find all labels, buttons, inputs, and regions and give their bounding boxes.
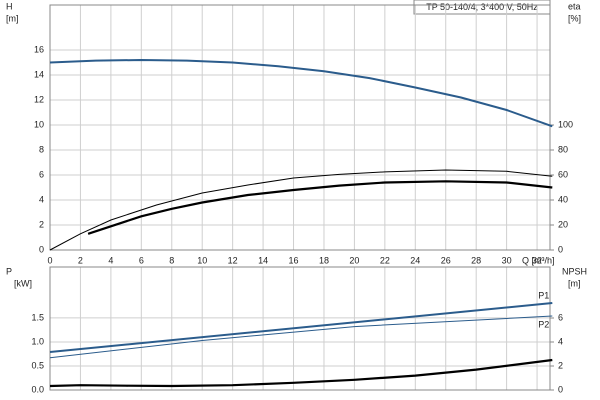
x-tick-label: 8 bbox=[169, 255, 174, 265]
curve bbox=[49, 315, 553, 359]
y2-unit: [m] bbox=[568, 278, 581, 288]
curve bbox=[49, 302, 553, 353]
x-tick-label: 16 bbox=[289, 255, 299, 265]
x-tick-label: 32 bbox=[532, 255, 542, 265]
y-label: P bbox=[6, 266, 12, 276]
y2-tick-label: 4 bbox=[558, 336, 563, 346]
curve bbox=[49, 169, 553, 251]
plot-frame bbox=[49, 4, 551, 251]
plot-frame bbox=[49, 266, 551, 391]
y-tick-label: 0.5 bbox=[31, 360, 44, 370]
y-tick-label: 0.0 bbox=[31, 384, 44, 394]
series-label: P1 bbox=[538, 290, 549, 300]
x-tick-label: 6 bbox=[139, 255, 144, 265]
x-tick-label: 2 bbox=[78, 255, 83, 265]
x-tick-label: 22 bbox=[380, 255, 390, 265]
y2-label: eta bbox=[568, 1, 581, 11]
x-label: Q [m³/h] bbox=[522, 255, 555, 265]
y2-unit: [%] bbox=[568, 13, 581, 23]
y-tick-label: 1.5 bbox=[31, 312, 44, 322]
curve bbox=[87, 180, 553, 235]
x-tick-label: 0 bbox=[47, 255, 52, 265]
y-label: H bbox=[6, 1, 13, 11]
y2-tick-label: 40 bbox=[558, 194, 568, 204]
x-tick-label: 18 bbox=[319, 255, 329, 265]
x-tick-label: 24 bbox=[410, 255, 420, 265]
y2-tick-label: 0 bbox=[558, 244, 563, 254]
curve bbox=[49, 358, 553, 388]
x-tick-label: 30 bbox=[502, 255, 512, 265]
y-tick-label: 16 bbox=[34, 44, 44, 54]
x-tick-label: 12 bbox=[228, 255, 238, 265]
curve bbox=[49, 58, 553, 128]
y-unit: [m] bbox=[6, 13, 19, 23]
x-tick-label: 4 bbox=[108, 255, 113, 265]
y-tick-label: 2 bbox=[39, 219, 44, 229]
x-tick-label: 10 bbox=[197, 255, 207, 265]
y-tick-label: 4 bbox=[39, 194, 44, 204]
x-tick-label: 26 bbox=[441, 255, 451, 265]
y2-tick-label: 20 bbox=[558, 219, 568, 229]
y-tick-label: 6 bbox=[39, 169, 44, 179]
y2-tick-label: 100 bbox=[558, 119, 573, 129]
y2-tick-label: 0 bbox=[558, 384, 563, 394]
x-tick-label: 28 bbox=[471, 255, 481, 265]
y2-tick-label: 2 bbox=[558, 360, 563, 370]
series-label: P2 bbox=[538, 319, 549, 329]
y2-label: NPSH bbox=[562, 266, 587, 276]
y-unit: [kW] bbox=[14, 278, 32, 288]
x-tick-label: 20 bbox=[349, 255, 359, 265]
y-tick-label: 12 bbox=[34, 94, 44, 104]
x-tick-label: 14 bbox=[258, 255, 268, 265]
y-tick-label: 10 bbox=[34, 119, 44, 129]
y-tick-label: 14 bbox=[34, 69, 44, 79]
chart-title: TP 50-140/4, 3*400 V, 50Hz bbox=[426, 2, 538, 12]
y-tick-label: 0 bbox=[39, 244, 44, 254]
y2-tick-label: 80 bbox=[558, 144, 568, 154]
y-tick-label: 1.0 bbox=[31, 336, 44, 346]
y-tick-label: 8 bbox=[39, 144, 44, 154]
y2-tick-label: 60 bbox=[558, 169, 568, 179]
y2-tick-label: 6 bbox=[558, 312, 563, 322]
